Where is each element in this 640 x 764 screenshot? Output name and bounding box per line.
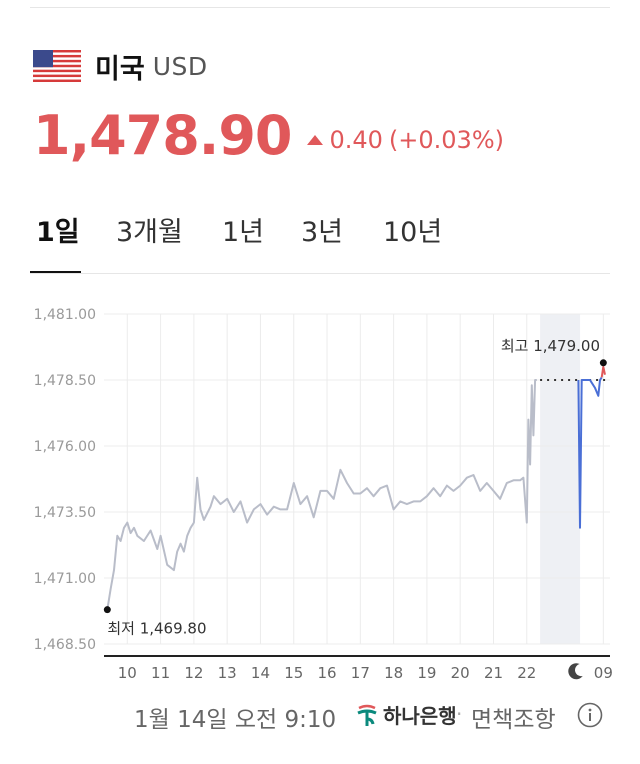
up-triangle-icon [307, 134, 324, 145]
rate-row: 1,478.90 0.40 (+0.03%) [33, 104, 504, 167]
tab-3-months[interactable]: 3개월 [116, 217, 183, 248]
period-tabs: 1일 3개월 1년 3년 10년 [30, 208, 610, 274]
night-session-band [540, 314, 581, 644]
x-tick-label: 20 [451, 664, 470, 682]
x-tick-label: 16 [317, 664, 336, 682]
min-label: 최저 1,469.80 [107, 620, 206, 638]
x-tick-label: 18 [384, 664, 403, 682]
disclaimer-link[interactable]: 면책조항 [471, 707, 556, 733]
y-tick-label: 1,478.50 [34, 373, 96, 389]
us-flag-icon [33, 50, 81, 82]
series-line-0 [106, 379, 537, 610]
x-tick-label: 19 [417, 664, 436, 682]
bank-source: 하나은행 [355, 700, 457, 729]
tab-1-year[interactable]: 1년 [222, 217, 265, 248]
change-amount: 0.40 [329, 125, 383, 154]
active-tab-underline [30, 271, 81, 274]
series-line-1 [577, 376, 603, 529]
moon-icon [568, 663, 583, 680]
currency-code: USD [152, 51, 208, 81]
y-tick-label: 1,468.50 [34, 637, 96, 653]
y-tick-label: 1,476.00 [34, 439, 96, 455]
y-tick-label: 1,471.00 [34, 571, 96, 587]
tab-3-years[interactable]: 3년 [301, 217, 344, 248]
x-tick-label: 12 [184, 664, 203, 682]
hana-bank-logo-icon [357, 704, 377, 726]
bank-name: 하나은행 [383, 704, 457, 728]
x-tick-label: 15 [284, 664, 303, 682]
x-tick-label: 10 [118, 664, 137, 682]
x-tick-label: 13 [218, 664, 237, 682]
change-percent: (+0.03%) [388, 125, 504, 154]
top-divider [30, 7, 610, 8]
x-tick-label: 17 [351, 664, 370, 682]
y-tick-label: 1,473.50 [34, 505, 96, 521]
footer: 1월 14일 오전 9:10 하나은행 · 면책조항 [0, 696, 640, 736]
max-point [599, 359, 607, 367]
tab-1-day[interactable]: 1일 [36, 217, 80, 248]
currency-header: 미국 USD [33, 46, 208, 86]
country-name: 미국 [95, 53, 145, 85]
max-label: 최고 1,479.00 [501, 337, 600, 355]
rate-change: 0.40 (+0.03%) [307, 126, 504, 154]
x-tick-label: 22 [517, 664, 536, 682]
x-tick-label: 21 [484, 664, 503, 682]
x-tick-label: 09 [594, 664, 613, 682]
exchange-rate: 1,478.90 [33, 104, 292, 167]
separator-dot: · [456, 702, 463, 726]
series-line-2 [600, 365, 606, 378]
min-point [103, 606, 111, 614]
tab-10-years[interactable]: 10년 [383, 217, 443, 248]
x-tick-label: 14 [251, 664, 270, 682]
exchange-rate-chart[interactable]: 1,481.00 1,478.50 1,476.00 1,473.50 1,471.00… [0, 290, 640, 690]
tabs-divider [30, 273, 610, 274]
y-tick-label: 1,481.00 [34, 307, 96, 323]
update-time: 1월 14일 오전 9:10 [134, 707, 337, 733]
x-tick-label: 11 [151, 664, 170, 682]
info-circle-icon[interactable] [577, 702, 603, 728]
